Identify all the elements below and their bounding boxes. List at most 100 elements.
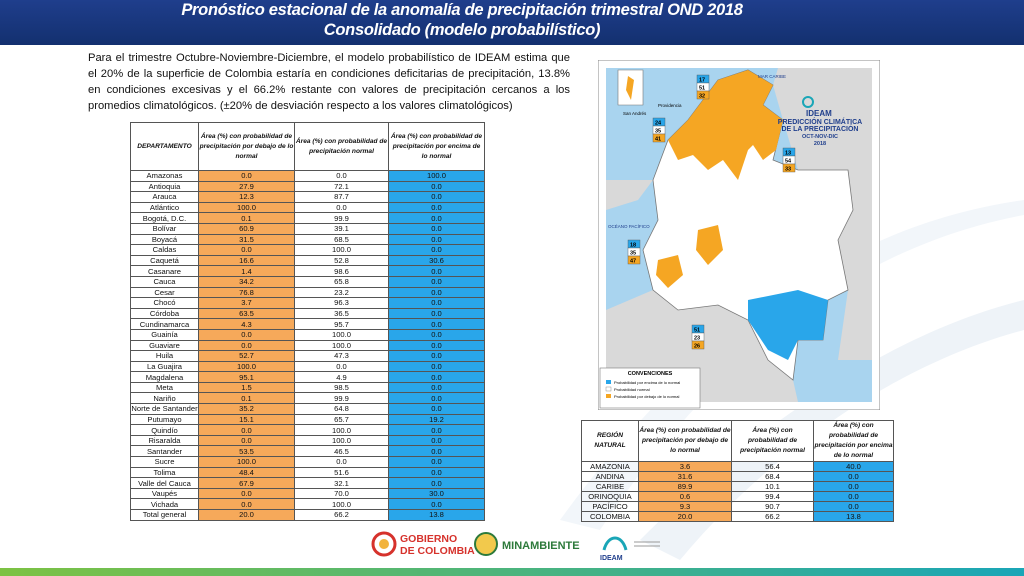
table-cell: ORINOQUIA	[581, 491, 639, 502]
table-cell: 20.0	[638, 511, 732, 522]
map-label: Probabilidad normal	[614, 387, 650, 392]
table-cell: 36.5	[294, 307, 389, 320]
table-row: Quindío 0.0 100.0 0.0	[130, 424, 485, 436]
table-cell: 68.4	[731, 471, 814, 482]
table-cell: PACÍFICO	[581, 501, 639, 512]
table-cell: 100.0	[294, 424, 389, 436]
table-cell: 99.4	[731, 491, 814, 502]
table-cell: 0.0	[813, 481, 894, 492]
table-cell: Nariño	[130, 392, 199, 405]
table-cell: 90.7	[731, 501, 814, 512]
table-cell: AMAZONIA	[581, 461, 639, 472]
table-cell: 12.3	[198, 191, 295, 203]
table-row: Caquetá 16.6 52.8 30.6	[130, 254, 485, 267]
table-cell: 0.0	[294, 170, 389, 182]
table-cell: 0.0	[388, 381, 485, 394]
bottom-stripe	[0, 568, 1024, 576]
table-cell: 65.7	[294, 413, 389, 426]
table-cell: Vaupés	[130, 487, 199, 500]
table-cell: 0.0	[813, 491, 894, 502]
table-cell: Cesar	[130, 286, 199, 299]
table-cell: Córdoba	[130, 307, 199, 320]
column-header: Área (%) con probabilidad de precipitaci…	[638, 420, 732, 462]
table-cell: Vichada	[130, 498, 199, 510]
table-cell: 0.0	[198, 487, 295, 500]
table-cell: Norte de Santander	[130, 403, 199, 415]
title-line: Consolidado (modelo probabilístico)	[323, 21, 601, 39]
table-cell: 0.0	[388, 392, 485, 405]
table-cell: Casanare	[130, 265, 199, 277]
table-cell: 0.0	[388, 403, 485, 415]
logo-text: MINAMBIENTE	[502, 540, 580, 552]
table-cell: Chocó	[130, 297, 199, 309]
table-cell: Bogotá, D.C.	[130, 212, 199, 224]
table-row: Vichada 0.0 100.0 0.0	[130, 498, 485, 510]
map-label: 13	[785, 151, 791, 157]
column-header: DEPARTAMENTO	[130, 122, 199, 171]
map-label: 32	[699, 94, 705, 100]
table-cell: 15.1	[198, 413, 295, 426]
table-cell: Risaralda	[130, 434, 199, 447]
map-box	[691, 340, 705, 350]
table-cell: 0.6	[638, 491, 732, 502]
map-label: 54	[785, 159, 792, 165]
map-box	[652, 133, 666, 143]
logo-text: DE COLOMBIA	[400, 545, 475, 557]
header-row: DEPARTAMENTO Área (%) con probabilidad de…	[130, 122, 485, 171]
map-label: 17	[699, 78, 705, 84]
table-cell: 96.3	[294, 297, 389, 309]
table-cell: 0.0	[198, 328, 295, 341]
table-cell: 0.0	[388, 498, 485, 510]
table-cell: 100.0	[294, 339, 389, 352]
map-label: Probabilidad por debajo de lo normal	[614, 394, 679, 399]
department-table: DEPARTAMENTO Área (%) con probabilidad de…	[130, 122, 485, 521]
table-cell: Cundinamarca	[130, 318, 199, 330]
table-cell: Guainía	[130, 328, 199, 341]
map-label: 41	[655, 137, 661, 143]
table-cell: 98.6	[294, 265, 389, 277]
table-row: Risaralda 0.0 100.0 0.0	[130, 434, 485, 447]
map-label: 35	[655, 129, 661, 135]
table-cell: 13.8	[388, 509, 485, 521]
map-label: 51	[694, 328, 700, 334]
table-cell: 53.5	[198, 445, 295, 458]
table-cell: 27.9	[198, 180, 295, 193]
table-cell: 68.5	[294, 233, 389, 246]
map-label: OCT-NOV-DIC	[802, 134, 838, 140]
table-cell: 100.0	[198, 456, 295, 468]
table-cell: 0.0	[388, 360, 485, 373]
table-cell: 19.2	[388, 413, 485, 426]
table-cell: 0.0	[388, 477, 485, 489]
table-cell: 95.7	[294, 318, 389, 330]
table-cell: 16.6	[198, 254, 295, 267]
table-row: PACÍFICO 9.3 90.7 0.0	[581, 501, 894, 512]
table-cell: 0.0	[813, 471, 894, 482]
table-cell: Valle del Cauca	[130, 477, 199, 489]
header-row: REGIÓN NATURAL Área (%) con probabilidad …	[581, 420, 894, 462]
table-cell: 63.5	[198, 307, 295, 320]
table-row: Bogotá, D.C. 0.1 99.9 0.0	[130, 212, 485, 224]
map-label: Probabilidad por encima de lo normal	[614, 380, 680, 385]
table-cell: 72.1	[294, 180, 389, 193]
table-cell: 66.2	[294, 509, 389, 521]
table-cell: Santander	[130, 445, 199, 458]
table-cell: 99.9	[294, 392, 389, 405]
table-cell: 70.0	[294, 487, 389, 500]
map-label: 26	[694, 344, 700, 350]
table-cell: 3.6	[638, 461, 732, 472]
table-cell: 0.0	[388, 307, 485, 320]
table-cell: 100.0	[294, 498, 389, 510]
column-header: Área (%) con probabilidad de precipitaci…	[198, 122, 295, 171]
table-row: Antioquia 27.9 72.1 0.0	[130, 180, 485, 193]
table-cell: 0.0	[388, 233, 485, 246]
map-label: 18	[630, 243, 636, 249]
intro-text: Para el trimestre Octubre-Noviembre-Dici…	[88, 52, 570, 112]
map-label: 47	[630, 259, 636, 265]
table-cell: 56.4	[731, 461, 814, 472]
table-cell: 0.0	[388, 434, 485, 447]
table-cell: 0.0	[198, 498, 295, 510]
table-row: Cauca 34.2 65.8 0.0	[130, 275, 485, 288]
table-cell: 100.0	[198, 201, 295, 214]
table-row: Huila 52.7 47.3 0.0	[130, 350, 485, 362]
